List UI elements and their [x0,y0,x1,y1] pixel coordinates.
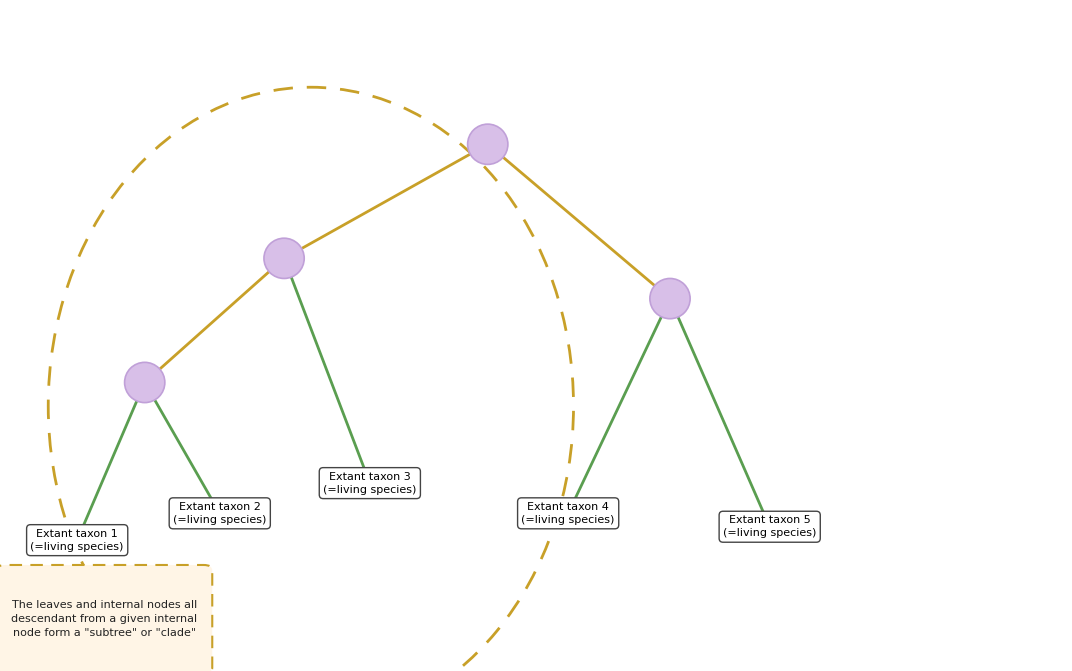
Text: The leaves and internal nodes all
descendant from a given internal
node form a ": The leaves and internal nodes all descen… [12,600,197,638]
Text: Extant taxon 1
(=living species): Extant taxon 1 (=living species) [30,529,124,552]
Text: Extant taxon 5
(=living species): Extant taxon 5 (=living species) [723,515,817,538]
Text: Extant taxon 3
(=living species): Extant taxon 3 (=living species) [323,472,417,495]
Text: Extant taxon 4
(=living species): Extant taxon 4 (=living species) [521,502,615,525]
FancyBboxPatch shape [0,565,212,671]
Text: Extant taxon 2
(=living species): Extant taxon 2 (=living species) [173,502,267,525]
Ellipse shape [467,124,508,164]
Ellipse shape [650,278,690,319]
Ellipse shape [124,362,165,403]
Ellipse shape [264,238,304,278]
